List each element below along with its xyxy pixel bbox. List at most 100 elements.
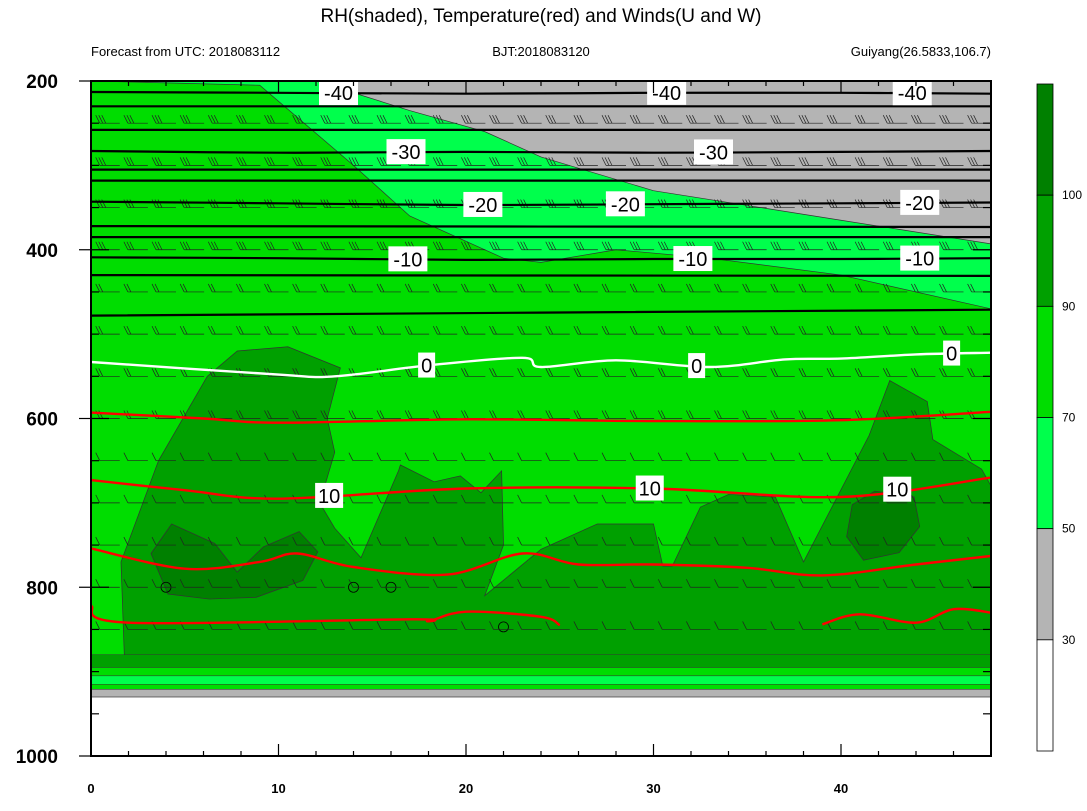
wind-barb-feather	[467, 81, 469, 82]
wind-barb-feather	[601, 325, 607, 335]
wind-barb-feather	[179, 325, 185, 335]
wind-barb-feather	[745, 115, 750, 124]
wind-barb-feather	[154, 199, 160, 208]
wind-barb	[517, 199, 542, 208]
wind-barb-feather	[773, 325, 779, 335]
wind-barb-feather	[517, 536, 522, 546]
wind-barb	[95, 494, 120, 504]
wind-barb-feather	[798, 579, 804, 588]
wind-barb-feather	[151, 283, 157, 293]
wind-barb-feather	[323, 410, 329, 419]
wind-barb-feather	[742, 241, 747, 250]
wind-barb-feather	[302, 81, 303, 82]
wind-barb	[179, 325, 205, 335]
wind-barb	[573, 115, 598, 124]
wind-barb	[939, 621, 964, 630]
wind-barb-feather	[882, 115, 888, 124]
wind-barb	[770, 452, 795, 462]
wind-barb-feather	[207, 579, 213, 588]
temperature-label: -40	[652, 83, 681, 105]
wind-barb	[123, 325, 148, 335]
wind-barb-feather	[967, 494, 972, 504]
wind-barb-feather	[517, 579, 522, 588]
wind-barb-feather	[464, 325, 469, 335]
wind-barb	[236, 115, 261, 124]
wind-barb-feather	[517, 621, 522, 630]
wind-barb	[352, 81, 373, 82]
wind-barb-feather	[664, 81, 666, 82]
wind-barb-feather	[264, 452, 269, 461]
wind-barb	[324, 81, 345, 82]
wind-barb-feather	[551, 115, 557, 124]
wind-barb	[911, 157, 936, 166]
colorbar: 100 90 70 50 30	[1036, 83, 1082, 752]
wind-barb	[601, 410, 626, 419]
wind-barb-feather	[432, 452, 438, 461]
wind-barb-feather	[95, 157, 101, 166]
wind-barb-feather	[832, 157, 838, 166]
wind-barb	[939, 579, 964, 588]
wind-barb	[207, 494, 233, 504]
wind-barb	[742, 536, 767, 546]
wind-barb-feather	[911, 452, 916, 461]
wind-barb-feather	[804, 115, 810, 124]
wind-barb-feather	[632, 115, 638, 124]
colorbar-swatch	[1036, 305, 1054, 418]
wind-barb-feather	[432, 579, 438, 588]
wind-barb-feather	[126, 283, 132, 293]
wind-barb-feather	[376, 579, 382, 588]
wind-barb	[545, 452, 570, 462]
wind-barb-feather	[661, 81, 663, 82]
wind-barb-feather	[545, 494, 551, 504]
wind-barb	[545, 494, 570, 504]
wind-barb	[292, 115, 317, 124]
wind-barb	[629, 410, 655, 419]
wind-barb-feather	[745, 368, 750, 377]
wind-barb	[320, 579, 345, 588]
wind-barb	[376, 283, 401, 293]
wind-barb-feather	[435, 368, 441, 377]
wind-barb	[770, 579, 795, 588]
wind-barb-feather	[798, 157, 804, 166]
wind-barb-feather	[464, 81, 466, 82]
wind-barb	[545, 157, 570, 166]
wind-barb-feather	[461, 621, 466, 630]
wind-barb	[376, 579, 401, 588]
wind-barb	[179, 241, 205, 251]
wind-barb-feather	[745, 410, 750, 419]
wind-barb	[292, 621, 317, 630]
wind-barb-feather	[179, 368, 185, 377]
wind-barb-feather	[271, 81, 272, 82]
wind-barb-feather	[943, 81, 944, 82]
wind-barb-feather	[573, 283, 579, 293]
wind-barb-feather	[857, 241, 863, 250]
wind-barb	[798, 283, 823, 293]
temperature-label: -20	[905, 193, 934, 215]
wind-barb-feather	[213, 157, 219, 166]
wind-barb-feather	[376, 115, 382, 124]
wind-barb-feather	[967, 283, 972, 293]
wind-barb-feather	[404, 452, 410, 461]
wind-barb	[95, 368, 120, 377]
temperature-label-box	[900, 245, 940, 271]
wind-barb	[461, 494, 486, 504]
wind-barb-feather	[686, 283, 691, 293]
wind-barb	[601, 494, 626, 504]
wind-barb-feather	[239, 157, 244, 166]
wind-barb-feather	[274, 81, 275, 82]
wind-barb-feather	[354, 157, 360, 166]
wind-barb	[432, 452, 458, 462]
wind-barb-feather	[967, 115, 972, 124]
wind-barb	[573, 579, 598, 588]
wind-barb-feather	[320, 368, 326, 377]
wind-barb	[292, 241, 317, 251]
wind-barb	[770, 157, 795, 166]
wind-barb-feather	[970, 283, 975, 293]
wind-barb-feather	[154, 283, 160, 293]
wind-barb-feather	[942, 157, 947, 166]
wind-barb-feather	[127, 81, 128, 82]
wind-barb-feather	[432, 115, 438, 124]
wind-barb-feather	[942, 368, 947, 377]
wind-barb-feather	[438, 157, 444, 166]
